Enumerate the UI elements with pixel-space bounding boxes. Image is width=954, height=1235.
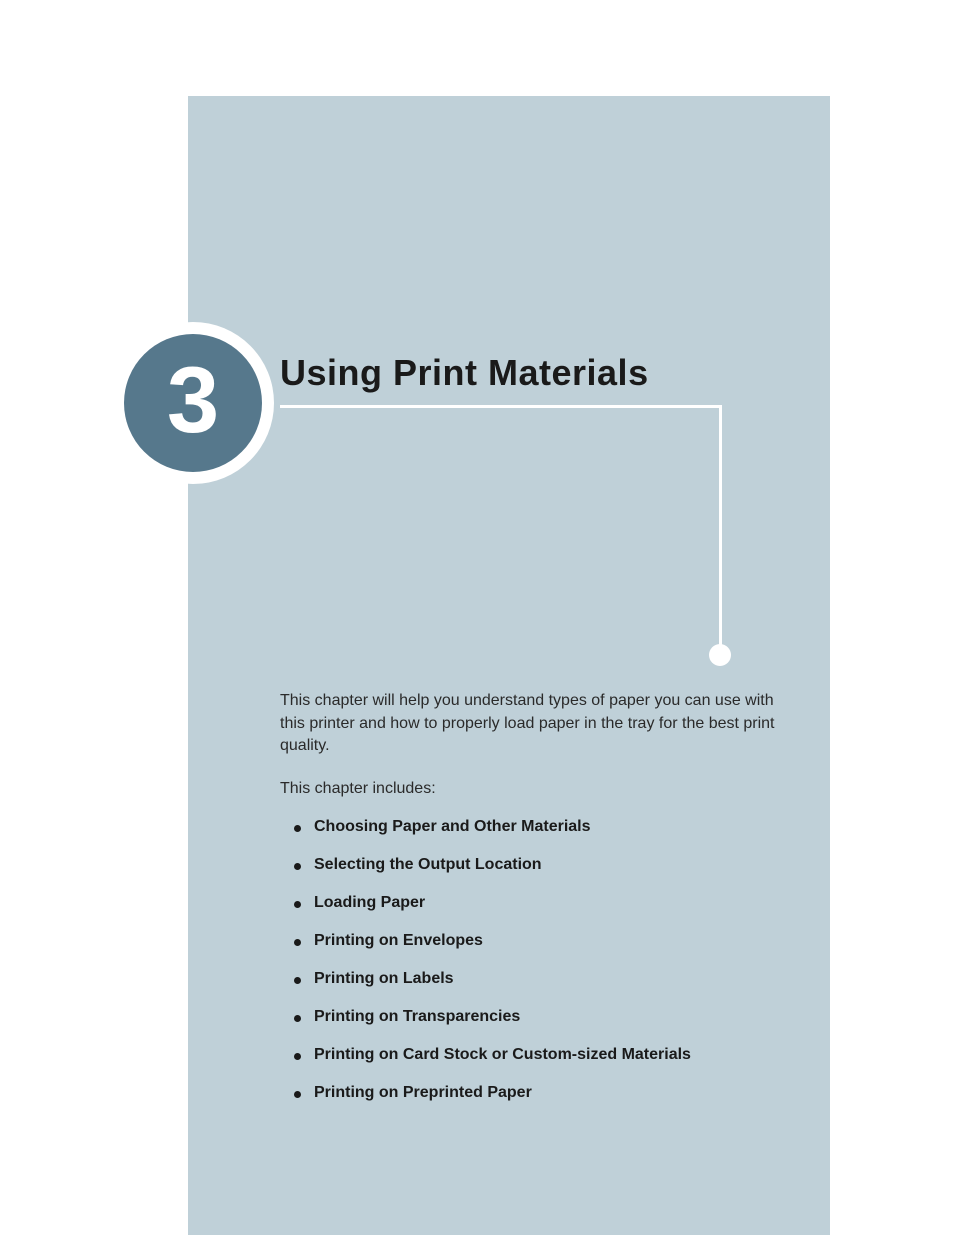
title-underline-endpoint-icon (709, 644, 731, 666)
topic-item[interactable]: Printing on Envelopes (280, 932, 780, 950)
chapter-content: This chapter will help you understand ty… (280, 690, 780, 1122)
chapter-title: Using Print Materials (280, 352, 649, 394)
topic-item[interactable]: Selecting the Output Location (280, 856, 780, 874)
badge-inner-circle: 3 (124, 334, 262, 472)
topic-item[interactable]: Printing on Labels (280, 970, 780, 988)
chapter-number-badge: 3 (112, 322, 274, 484)
chapter-number: 3 (167, 353, 219, 447)
chapter-topics-list: Choosing Paper and Other Materials Selec… (280, 818, 780, 1102)
title-underline-vertical (719, 405, 722, 653)
topic-item[interactable]: Printing on Preprinted Paper (280, 1084, 780, 1102)
chapter-includes-label: This chapter includes: (280, 780, 780, 798)
title-underline-horizontal (280, 405, 722, 408)
topic-item[interactable]: Choosing Paper and Other Materials (280, 818, 780, 836)
topic-item[interactable]: Printing on Transparencies (280, 1008, 780, 1026)
chapter-intro-paragraph: This chapter will help you understand ty… (280, 690, 780, 758)
topic-item[interactable]: Printing on Card Stock or Custom-sized M… (280, 1046, 780, 1064)
topic-item[interactable]: Loading Paper (280, 894, 780, 912)
